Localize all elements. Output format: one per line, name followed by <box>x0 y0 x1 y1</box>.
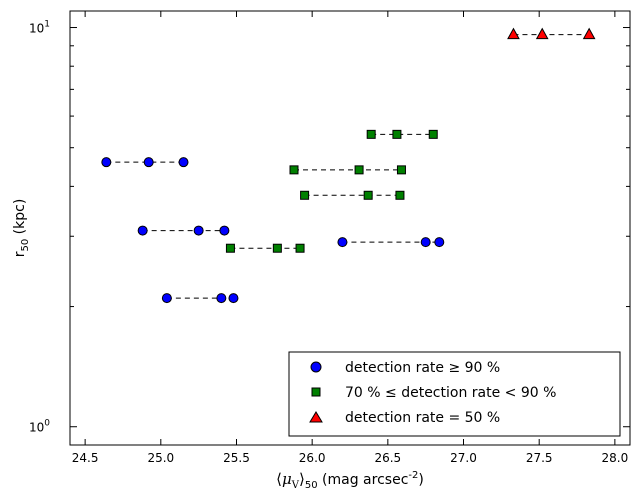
series-2-point <box>582 27 596 40</box>
x-tick-label: 27.5 <box>526 451 553 465</box>
series-1-point <box>396 165 406 175</box>
legend-label-1: 70 % ≤ detection rate < 90 % <box>345 385 556 401</box>
series-0-point <box>216 293 227 304</box>
series-1-point <box>395 190 405 200</box>
series-1-point <box>300 190 310 200</box>
x-tick-label: 28.0 <box>602 451 629 465</box>
y-axis-label: r50 (kpc) <box>12 199 31 258</box>
series-1-point <box>366 129 376 139</box>
series-0-point <box>178 157 189 168</box>
plot-frame <box>69 10 631 446</box>
legend-marker-circle <box>310 361 322 373</box>
series-0-point <box>161 293 172 304</box>
series-1-point <box>295 243 305 253</box>
y-axis-ticks: 100 101 <box>29 20 630 435</box>
x-tick-label: 27.0 <box>450 451 477 465</box>
series-0-point <box>228 293 239 304</box>
legend-marker-square <box>311 387 321 397</box>
series-0-point <box>101 157 112 168</box>
series-1-point <box>363 190 373 200</box>
legend-marker-triangle <box>309 411 323 423</box>
legend-box <box>288 351 621 437</box>
series-0-point <box>420 237 431 248</box>
x-axis-label: ⟨μV⟩50 (mag arcsec-2) <box>276 470 424 491</box>
x-tick-label: 26.5 <box>374 451 401 465</box>
legend-label-2: detection rate = 50 % <box>345 410 500 426</box>
series-1-point <box>428 129 438 139</box>
series-layer <box>101 27 596 304</box>
series-0-point <box>434 237 445 248</box>
y-tick-label: 101 <box>29 20 50 36</box>
series-2-point <box>535 27 549 40</box>
series-2-point <box>507 27 520 40</box>
x-tick-label: 24.5 <box>72 451 99 465</box>
series-1-point <box>289 165 299 175</box>
y-tick-label: 100 <box>29 419 50 435</box>
x-tick-label: 26.0 <box>299 451 326 465</box>
series-0-point <box>219 225 230 236</box>
series-0-point <box>337 237 348 248</box>
series-1-point <box>354 165 364 175</box>
series-1-point <box>225 243 235 253</box>
series-0-point <box>143 157 154 168</box>
x-tick-label: 25.0 <box>147 451 174 465</box>
x-axis-ticks: 24.5 25.0 25.5 26.0 26.5 27.0 27.5 28.0 <box>72 11 628 465</box>
legend: detection rate ≥ 90 % 70 % ≤ detection r… <box>288 351 621 437</box>
series-1-point <box>392 129 402 139</box>
legend-label-0: detection rate ≥ 90 % <box>345 360 500 376</box>
series-0-point <box>137 225 148 236</box>
series-1-point <box>272 243 282 253</box>
x-tick-label: 25.5 <box>223 451 250 465</box>
series-0-point <box>193 225 204 236</box>
